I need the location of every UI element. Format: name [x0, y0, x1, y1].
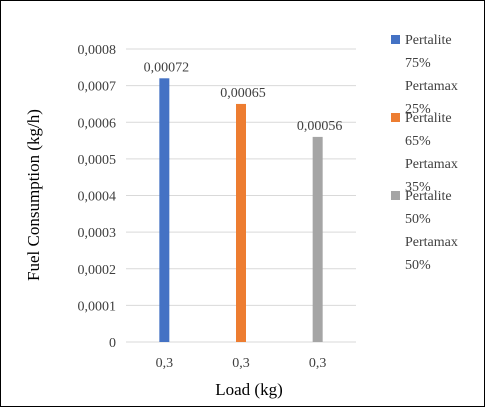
data-label: 0,00072: [144, 60, 190, 75]
y-tick-label: 0,0005: [78, 153, 117, 168]
y-tick-label: 0,0007: [78, 80, 117, 95]
bar: [236, 103, 246, 342]
legend-entry: Pertalite 65% Pertamax 35%: [389, 107, 479, 195]
x-axis-title: Load (kg): [215, 380, 283, 399]
x-tick-label: 0,3: [156, 356, 174, 371]
y-tick-label: 0,0003: [78, 226, 117, 241]
bar: [312, 136, 323, 342]
legend-entry: Pertalite 50% Pertamax 50%: [389, 185, 479, 273]
y-axis-title: Fuel Consumption (kg/h): [24, 109, 43, 281]
legend: Pertalite 75% Pertamax 25% Pertalite 65% …: [389, 29, 479, 273]
legend-swatch: [391, 35, 400, 44]
legend-entry: Pertalite 75% Pertamax 25%: [389, 29, 479, 117]
y-tick-label: 0: [109, 336, 116, 351]
y-tick-label: 0,0001: [78, 299, 117, 314]
y-tick-label: 0,0004: [78, 190, 117, 205]
data-label: 0,00065: [220, 86, 266, 101]
x-tick-label: 0,3: [232, 356, 250, 371]
bar: [159, 78, 170, 343]
legend-swatch: [391, 113, 400, 122]
legend-label: Pertalite 65% Pertamax 35%: [405, 111, 458, 195]
data-label: 0,00056: [297, 119, 343, 134]
legend-label: Pertalite 75% Pertamax 25%: [405, 33, 458, 117]
y-tick-label: 0,0002: [78, 263, 117, 278]
y-tick-label: 0,0006: [78, 116, 117, 131]
x-tick-label: 0,3: [309, 356, 327, 371]
legend-label: Pertalite 50% Pertamax 50%: [405, 189, 458, 273]
y-tick-label: 0,0008: [78, 43, 117, 58]
legend-swatch: [391, 191, 400, 200]
